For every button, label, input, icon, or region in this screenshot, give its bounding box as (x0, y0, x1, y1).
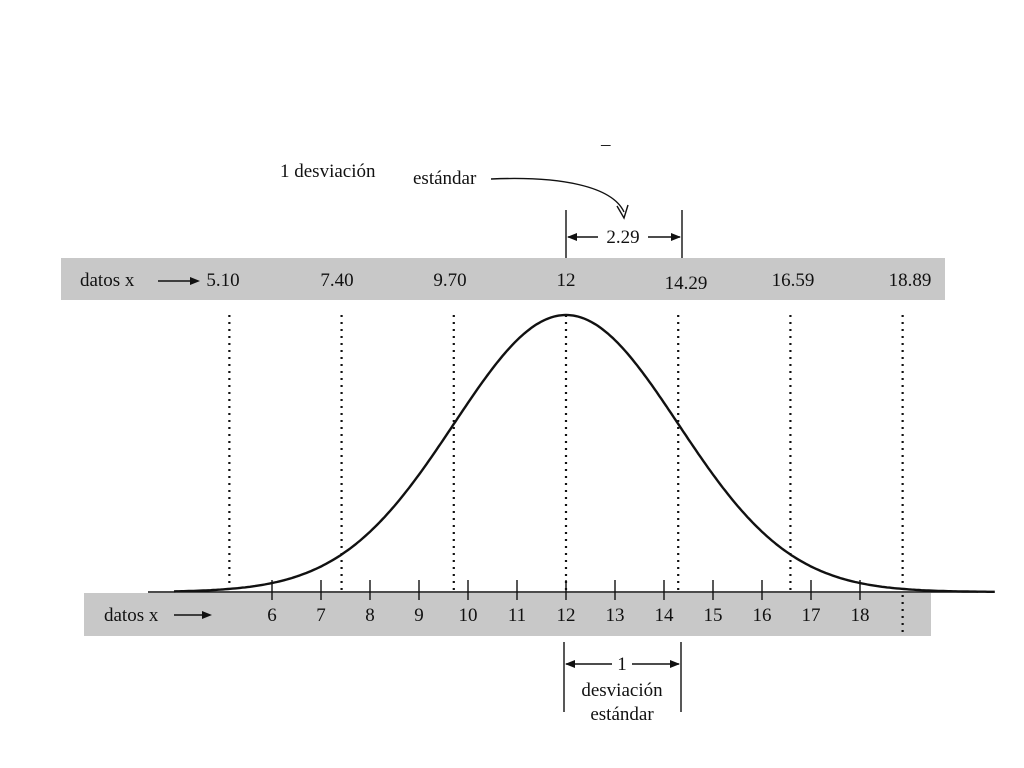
top-value: 18.89 (889, 270, 932, 291)
top-data-band (61, 258, 945, 300)
top-axis-label: datos x (80, 270, 135, 291)
top-value: 14.29 (665, 273, 708, 294)
top-annotation-line2: estándar (413, 168, 477, 189)
top-value: 16.59 (772, 270, 815, 291)
top-annotation-mark: – (600, 134, 611, 155)
bottom-axis-arrow (174, 611, 212, 619)
curved-pointer-arrow (490, 177, 625, 213)
bottom-annotation-line1: 1 (617, 654, 627, 675)
top-value: 7.40 (320, 270, 353, 291)
top-value: 12 (557, 270, 576, 291)
top-width-arrow (567, 233, 681, 241)
axis-tick-label: 14 (655, 605, 675, 626)
top-width-value: 2.29 (606, 227, 639, 248)
axis-tick-label: 15 (704, 605, 723, 626)
axis-tick-label: 10 (459, 605, 478, 626)
bell-curve (173, 313, 995, 593)
bottom-tick-labels: 6 7 8 9 10 11 12 13 14 15 16 17 18 (267, 605, 869, 626)
top-value: 9.70 (433, 270, 466, 291)
curved-pointer-arrowhead (616, 204, 629, 220)
axis-tick-label: 6 (267, 605, 277, 626)
bottom-data-band (84, 593, 931, 636)
axis-tick-label: 7 (316, 605, 326, 626)
top-values: 5.10 7.40 9.70 12 14.29 16.59 18.89 (206, 270, 931, 294)
axis-tick-label: 8 (365, 605, 375, 626)
axis-tick-label: 12 (557, 605, 576, 626)
axis-tick-label: 17 (802, 605, 821, 626)
axis-tick-label: 9 (414, 605, 424, 626)
top-axis-arrow (158, 277, 200, 285)
top-value: 5.10 (206, 270, 239, 291)
bottom-width-arrow (565, 660, 680, 668)
axis-tick-label: 11 (508, 605, 526, 626)
axis-tick-label: 13 (606, 605, 625, 626)
bottom-annotation-line3: estándar (590, 704, 654, 725)
bottom-axis-label: datos x (104, 605, 159, 626)
axis-tick-label: 16 (753, 605, 772, 626)
top-annotation-line1: 1 desviación (280, 161, 376, 182)
axis-tick-label: 18 (851, 605, 870, 626)
bottom-annotation-line2: desviación (581, 680, 663, 701)
std-dev-dotted-lines (228, 315, 904, 636)
